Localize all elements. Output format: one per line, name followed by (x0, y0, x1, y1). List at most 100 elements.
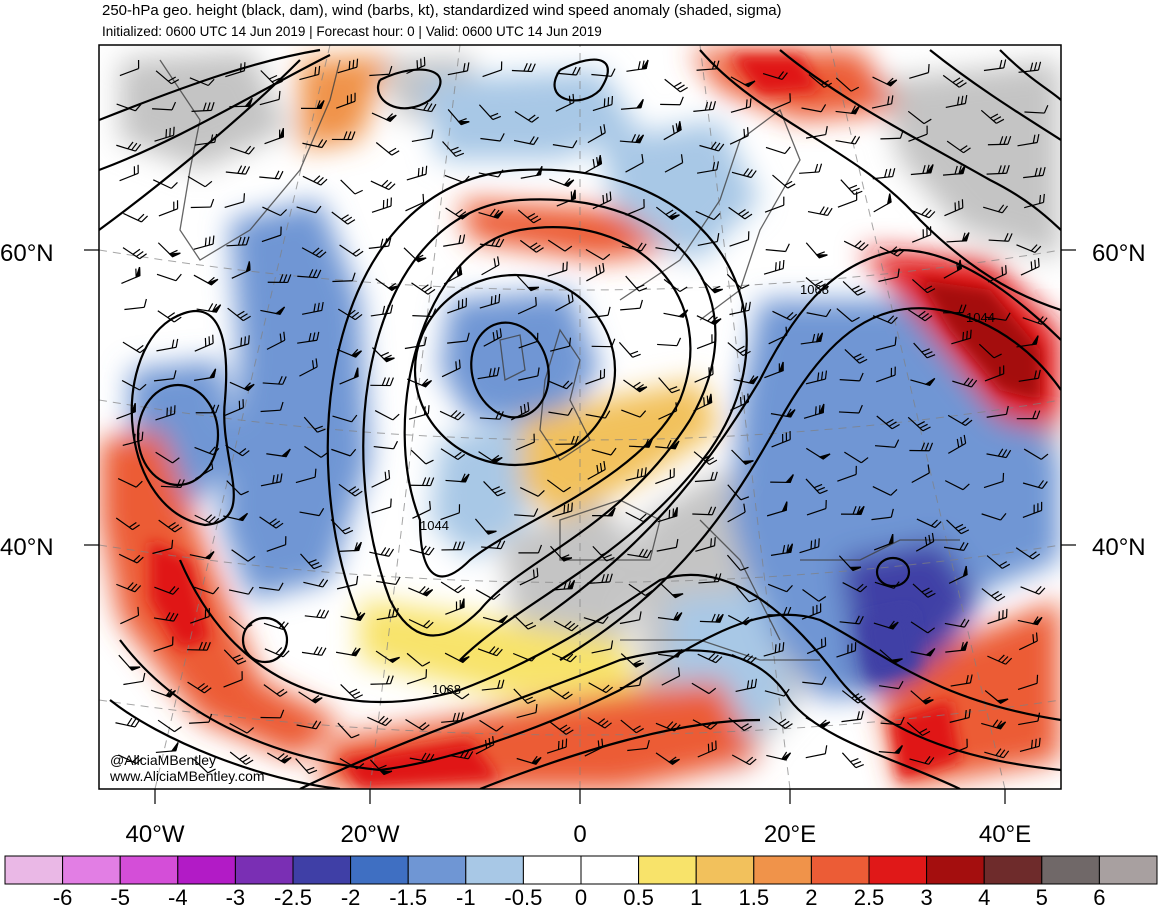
wind-barb (519, 239, 544, 253)
wind-barb (946, 519, 970, 535)
wind-barb (984, 365, 1005, 382)
wind-barb (727, 484, 750, 501)
wind-barb (627, 548, 652, 559)
wind-barb (295, 468, 317, 484)
wind-barb (1018, 61, 1042, 73)
wind-barb (192, 758, 216, 774)
colorbar-tick-label: -1 (456, 885, 476, 910)
wind-barb (841, 752, 864, 769)
wind-barb (546, 738, 568, 754)
wind-barb (628, 583, 653, 596)
wind-barb (987, 135, 1012, 146)
wind-barb (987, 265, 1007, 283)
wind-barb (625, 467, 647, 482)
wind-barb (621, 242, 647, 252)
wind-barb (584, 738, 604, 757)
wind-barb (656, 538, 679, 552)
wind-barb (267, 752, 292, 764)
wind-barb (619, 134, 644, 144)
wind-barb (728, 717, 752, 732)
wind-barb (301, 646, 327, 656)
wind-barb (625, 275, 648, 292)
wind-barb (260, 709, 285, 719)
credit-site: www.AliciaMBentley.com (110, 768, 265, 784)
wind-barb (191, 102, 215, 112)
wind-barb (229, 751, 254, 765)
wind-barb (1018, 369, 1041, 382)
wind-barb (661, 667, 681, 686)
wind-barb (302, 175, 328, 186)
wind-barb (194, 368, 217, 381)
wind-barb (193, 235, 215, 250)
wind-barb (699, 141, 725, 152)
wind-barb (764, 361, 784, 379)
wind-barb (912, 583, 936, 598)
wind-barb (657, 507, 678, 523)
wind-barb (1017, 616, 1043, 626)
colorbar-tick-label: -5 (110, 885, 130, 910)
wind-barb (479, 410, 504, 420)
wind-barb (115, 517, 140, 531)
wind-barb (910, 164, 934, 176)
colorbar-tick-label: 6 (1093, 885, 1106, 910)
wind-barb (873, 620, 899, 630)
wind-barb (916, 518, 942, 529)
wind-barb (260, 473, 283, 487)
contour-label: 1044 (420, 518, 449, 533)
wind-barb (806, 637, 827, 655)
wind-barb (907, 309, 933, 322)
wind-barb (440, 504, 461, 521)
wind-barb (591, 68, 616, 77)
wind-barb (947, 414, 973, 427)
wind-barb (375, 650, 400, 664)
wind-barb (555, 435, 579, 445)
wind-barb (187, 681, 212, 694)
wind-barb (910, 377, 936, 386)
wind-barb (337, 58, 359, 74)
wind-barb (625, 511, 651, 523)
wind-barb (871, 508, 894, 521)
wind-barb (339, 244, 364, 257)
wind-barb (445, 207, 470, 220)
wind-barb (480, 133, 505, 142)
wind-barb (986, 448, 1012, 459)
wind-barb (368, 237, 392, 249)
wind-barb (839, 615, 864, 625)
wind-barb (802, 676, 827, 686)
wind-barb (411, 102, 437, 113)
colorbar-swatch (4, 855, 64, 885)
wind-barb (194, 334, 214, 352)
wind-barb (655, 243, 680, 252)
wind-barb (655, 439, 680, 450)
wind-barb (872, 168, 896, 180)
wind-barb (1018, 712, 1041, 726)
wind-barb (296, 720, 322, 730)
wind-barb (444, 652, 470, 664)
wind-barb (511, 63, 536, 73)
wind-barb (587, 717, 612, 729)
wind-barb (655, 468, 675, 485)
wind-barb (765, 243, 790, 253)
wind-barb (799, 163, 823, 174)
wind-barb (158, 519, 183, 533)
wind-barb (842, 280, 866, 296)
wind-barb (478, 451, 503, 464)
wind-barb (628, 438, 653, 448)
wind-barb (943, 304, 967, 314)
wind-barb (1023, 448, 1049, 460)
wind-barb (338, 541, 362, 553)
wind-barb (263, 684, 288, 697)
wind-barb (481, 540, 506, 550)
wind-barb (911, 226, 932, 243)
wind-barb (518, 544, 543, 554)
wind-barb (304, 609, 330, 619)
wind-barb (152, 179, 178, 189)
wind-barb (837, 191, 858, 208)
wind-barb (225, 165, 251, 175)
colorbar-swatch (753, 855, 812, 885)
wind-barb (259, 582, 284, 591)
wind-barb (337, 722, 360, 739)
wind-barb (1015, 547, 1041, 560)
colorbar-tick-label: 3 (920, 885, 933, 910)
colorbar-tick-label: 1 (690, 885, 703, 910)
